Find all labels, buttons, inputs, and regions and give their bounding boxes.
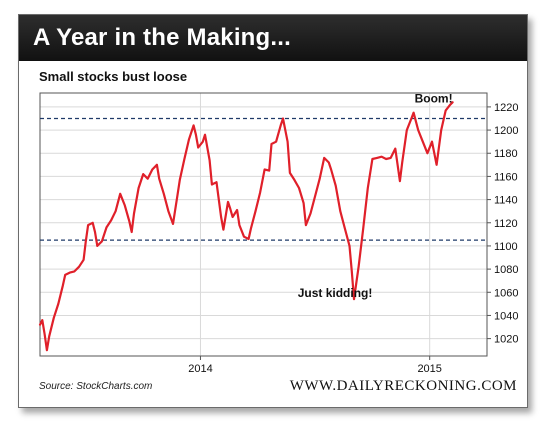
y-tick-label: 1100 xyxy=(494,241,518,253)
header-title: A Year in the Making... xyxy=(33,24,292,51)
line-chart: 1020 1040 1060 1080 1100 1120 1140 1160 1180 1200… xyxy=(38,91,518,375)
y-tick-label: 1140 xyxy=(494,195,518,207)
plot-frame xyxy=(39,92,488,357)
chart-card: A Year in the Making... Small stocks bus… xyxy=(18,14,528,408)
x-tick-label: 2015 xyxy=(417,363,441,375)
y-tick-label: 1220 xyxy=(494,102,518,114)
annotation-label: Boom! xyxy=(415,91,453,105)
header-bar: A Year in the Making... xyxy=(19,15,527,61)
y-tick-label: 1040 xyxy=(494,310,518,322)
y-tick-label: 1200 xyxy=(494,125,518,137)
y-tick-label: 1120 xyxy=(494,218,518,230)
series-line xyxy=(38,101,454,352)
chart-title: Small stocks bust loose xyxy=(39,69,188,84)
y-tick-label: 1020 xyxy=(494,334,518,346)
brand-url: WWW.DAILYRECKONING.COM xyxy=(289,378,517,394)
annotation-label: Just kidding! xyxy=(298,286,373,300)
y-tick-label: 1180 xyxy=(494,148,518,160)
x-tick-label: 2014 xyxy=(188,363,212,375)
y-tick-label: 1160 xyxy=(494,171,518,183)
y-tick-label: 1060 xyxy=(494,287,518,299)
source-note: Source: StockCharts.com xyxy=(39,381,153,392)
y-tick-label: 1080 xyxy=(494,264,518,276)
